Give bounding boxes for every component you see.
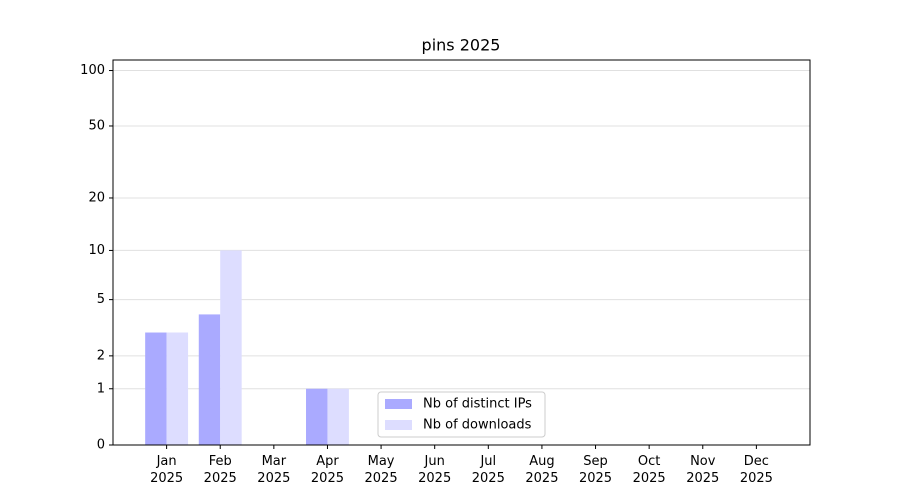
x-tick-label: May 2025 bbox=[365, 454, 398, 486]
x-tick-label: Sep 2025 bbox=[579, 454, 612, 486]
x-tick-label: Dec 2025 bbox=[740, 454, 773, 486]
bar bbox=[327, 388, 349, 445]
y-tick-label: 0 bbox=[97, 438, 105, 453]
x-tick-label: Nov 2025 bbox=[686, 454, 719, 486]
y-tick-label: 100 bbox=[80, 63, 105, 78]
x-tick-label: Jan 2025 bbox=[150, 454, 183, 486]
y-tick-label: 50 bbox=[88, 118, 105, 133]
x-tick-label: Apr 2025 bbox=[311, 454, 344, 486]
y-tick-label: 20 bbox=[88, 190, 105, 205]
bar bbox=[198, 314, 221, 445]
bar bbox=[166, 332, 189, 445]
x-tick-label: Jun 2025 bbox=[418, 454, 451, 486]
y-tick-label: 5 bbox=[97, 292, 105, 307]
chart-title: pins 2025 bbox=[422, 36, 501, 55]
y-tick-label: 10 bbox=[88, 243, 105, 258]
bar bbox=[220, 250, 242, 445]
x-tick-label: Aug 2025 bbox=[525, 454, 558, 486]
plot-frame bbox=[112, 59, 811, 446]
legend-box bbox=[377, 391, 546, 438]
legend-label: Nb of distinct IPs bbox=[423, 397, 532, 412]
legend-swatch bbox=[385, 399, 412, 409]
x-tick-label: Oct 2025 bbox=[633, 454, 666, 486]
legend-label: Nb of downloads bbox=[423, 418, 532, 433]
x-tick-label: Mar 2025 bbox=[257, 454, 290, 486]
x-tick-label: Jul 2025 bbox=[472, 454, 505, 486]
x-tick-label: Feb 2025 bbox=[204, 454, 237, 486]
y-tick-label: 1 bbox=[97, 381, 105, 396]
y-tick-label: 2 bbox=[97, 348, 105, 363]
legend-swatch bbox=[385, 420, 412, 430]
bar bbox=[145, 332, 167, 445]
bar bbox=[306, 388, 328, 445]
